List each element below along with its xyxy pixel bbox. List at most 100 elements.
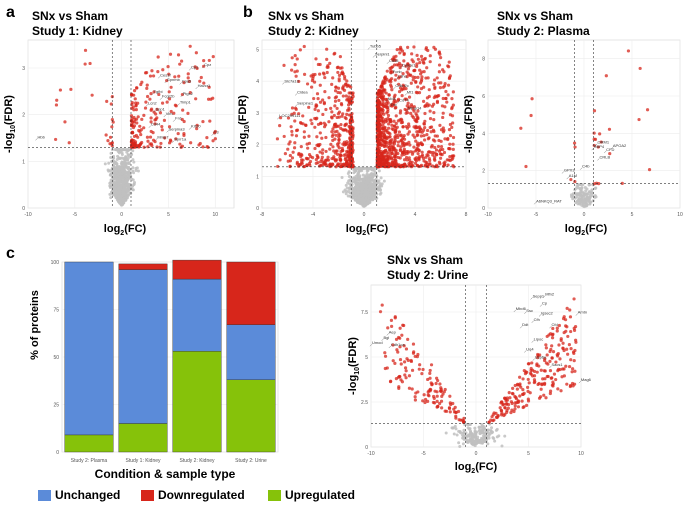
protein-label: Cd38: [389, 58, 399, 63]
point-significant: [570, 370, 574, 374]
point-significant: [400, 120, 405, 124]
point-significant: [443, 137, 447, 141]
point-significant: [432, 45, 436, 49]
point-significant: [394, 377, 398, 381]
x-tick-label-b2: -5: [534, 212, 539, 218]
point-significant: [321, 148, 325, 152]
point-significant: [349, 125, 353, 129]
point-significant: [384, 101, 389, 106]
point-nonsig: [114, 184, 118, 188]
point-significant: [193, 65, 197, 69]
point-significant: [410, 58, 414, 62]
protein-label: Timp1: [180, 99, 192, 104]
point-significant: [424, 160, 428, 164]
point-nonsig: [122, 174, 126, 178]
point-significant: [456, 409, 461, 414]
point-significant: [330, 130, 334, 134]
point-nonsig: [373, 186, 377, 190]
point-significant: [569, 347, 573, 351]
point-significant: [432, 401, 437, 405]
protein-label: Sepp1: [533, 293, 545, 298]
point-significant: [295, 162, 299, 166]
point-significant: [398, 109, 403, 113]
point-significant: [383, 126, 387, 130]
protein-label: Lcn2: [148, 100, 157, 105]
point-nonsig: [131, 149, 135, 153]
point-significant: [535, 370, 539, 374]
x-tick-label-a: -5: [73, 212, 78, 218]
point-significant: [345, 79, 349, 83]
point-significant: [420, 58, 424, 62]
point-significant: [419, 134, 423, 138]
point-significant: [385, 69, 389, 73]
point-nonsig: [115, 164, 119, 168]
point-significant: [162, 118, 167, 123]
point-significant: [338, 133, 342, 137]
point-significant: [404, 87, 408, 91]
point-significant: [211, 139, 215, 143]
point-significant: [308, 159, 313, 164]
point-significant: [104, 133, 108, 137]
point-significant: [181, 108, 185, 112]
point-significant: [412, 125, 416, 129]
point-significant: [294, 134, 299, 138]
point-significant: [168, 52, 173, 56]
y-axis-title-a: -log10(FDR): [3, 95, 17, 153]
point-nonsig: [467, 433, 471, 437]
point-significant: [550, 344, 554, 348]
point-significant: [169, 85, 173, 89]
point-significant: [154, 117, 158, 122]
point-significant: [387, 93, 391, 97]
point-significant: [289, 125, 293, 129]
point-significant: [442, 163, 447, 167]
point-significant: [408, 158, 412, 162]
point-significant: [110, 117, 114, 122]
point-nonsig: [583, 186, 587, 190]
point-significant: [548, 349, 552, 354]
point-significant: [565, 306, 569, 310]
protein-label: Mmp14: [408, 105, 422, 110]
point-significant: [430, 104, 435, 108]
point-nonsig: [354, 182, 358, 186]
point-significant: [305, 82, 310, 86]
point-significant: [544, 396, 548, 400]
protein-label: Havcr1: [198, 83, 211, 88]
protein-label-leader: [591, 147, 594, 151]
protein-label-leader: [580, 167, 583, 170]
protein-label-leader: [177, 103, 180, 106]
point-nonsig: [132, 183, 136, 187]
y-tick-label-a: 0: [22, 206, 25, 212]
point-significant: [402, 158, 407, 162]
protein-label-leader: [549, 365, 552, 368]
point-significant: [338, 55, 342, 59]
point-significant: [397, 76, 401, 80]
point-significant: [503, 406, 507, 410]
point-significant: [518, 394, 522, 398]
point-significant: [314, 57, 318, 61]
point-significant: [138, 124, 142, 128]
point-significant: [333, 51, 337, 55]
point-significant: [166, 64, 170, 69]
y-tick-label-a: 2: [22, 113, 25, 119]
point-significant: [145, 94, 150, 99]
point-nonsig: [129, 191, 133, 195]
point-significant: [569, 177, 573, 182]
point-significant: [381, 121, 386, 125]
point-significant: [343, 115, 347, 120]
point-significant: [492, 418, 496, 422]
point-significant: [290, 156, 295, 160]
point-significant: [429, 363, 434, 367]
point-significant: [400, 380, 404, 384]
point-significant: [394, 114, 398, 118]
point-significant: [559, 337, 563, 341]
point-significant: [387, 151, 391, 155]
point-nonsig: [109, 178, 113, 182]
point-significant: [290, 56, 294, 60]
point-significant: [333, 104, 337, 108]
point-significant: [322, 100, 326, 105]
point-significant: [146, 139, 150, 143]
point-significant: [572, 297, 576, 301]
point-nonsig: [582, 193, 586, 197]
point-significant: [324, 107, 328, 112]
